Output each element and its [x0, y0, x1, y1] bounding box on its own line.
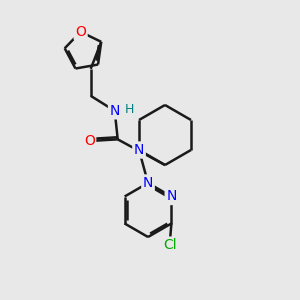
Text: O: O	[84, 134, 95, 148]
Text: N: N	[110, 104, 120, 118]
Text: O: O	[75, 25, 86, 39]
Text: Cl: Cl	[163, 238, 177, 252]
Text: N: N	[143, 176, 153, 190]
Text: N: N	[166, 190, 177, 203]
Text: N: N	[134, 143, 144, 157]
Text: H: H	[125, 103, 134, 116]
